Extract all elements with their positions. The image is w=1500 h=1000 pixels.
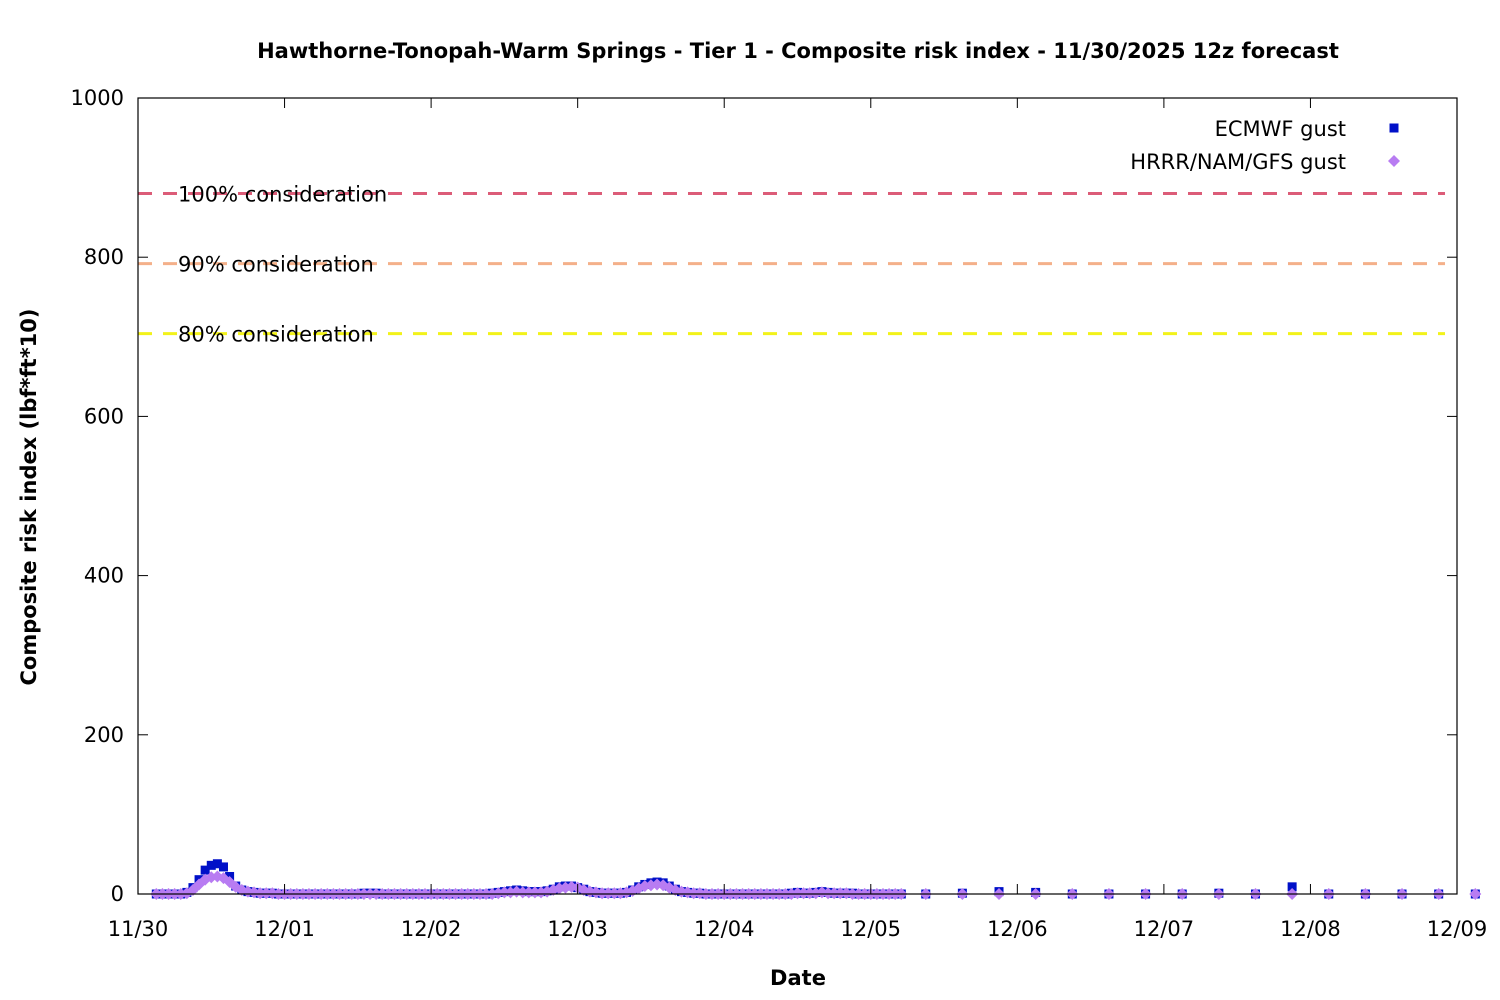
x-axis-label: Date	[770, 966, 826, 990]
data-point	[248, 886, 261, 899]
data-point	[522, 886, 535, 899]
reference-line-label: 100% consideration	[178, 183, 387, 207]
chart-title: Hawthorne-Tonopah-Warm Springs - Tier 1 …	[257, 39, 1339, 63]
reference-line-label: 90% consideration	[178, 253, 374, 277]
x-tick-label: 12/03	[547, 917, 608, 941]
x-tick-label: 11/30	[108, 917, 169, 941]
y-tick-label: 200	[84, 723, 124, 747]
y-tick-label: 800	[84, 245, 124, 269]
data-point	[834, 887, 847, 900]
data-point	[498, 886, 511, 899]
data-point	[206, 860, 216, 870]
data-point	[608, 887, 621, 900]
data-point	[212, 859, 222, 869]
data-point	[1287, 882, 1297, 892]
data-point	[828, 887, 841, 900]
reference-lines: 100% consideration 90% consideration 80% c…	[138, 183, 1445, 347]
legend-marker	[1388, 155, 1400, 167]
x-tick-label: 12/01	[254, 917, 315, 941]
data-point	[528, 886, 541, 899]
x-axis-ticks: 11/30 12/01 12/02 12/03 12/04 12/05 12/06 12/07…	[108, 98, 1488, 941]
y-tick-label: 600	[84, 404, 124, 428]
data-point	[687, 887, 700, 900]
y-tick-label: 1000	[71, 86, 124, 110]
data-point	[822, 887, 835, 900]
data-point	[1469, 888, 1482, 900]
legend: ECMWF gust HRRR/NAM/GFS gust	[1130, 117, 1400, 174]
x-tick-label: 12/04	[694, 917, 755, 941]
legend-label: ECMWF gust	[1215, 117, 1346, 141]
x-tick-label: 12/07	[1134, 917, 1195, 941]
data-point	[260, 887, 273, 900]
x-tick-label: 12/09	[1427, 917, 1488, 941]
legend-label: HRRR/NAM/GFS gust	[1130, 150, 1346, 174]
reference-line-label: 80% consideration	[178, 323, 374, 347]
y-axis-label: Composite risk index (lbf*ft*10)	[17, 308, 41, 685]
data-point	[602, 887, 615, 900]
x-tick-label: 12/02	[401, 917, 462, 941]
legend-marker	[1389, 123, 1399, 133]
plot-frame	[137, 97, 1458, 895]
series-hrrr-nam-gfs-gust	[150, 870, 1482, 900]
data-point	[596, 887, 609, 900]
y-tick-label: 400	[84, 564, 124, 588]
data-point	[218, 862, 228, 872]
x-tick-label: 12/05	[841, 917, 902, 941]
data-point	[803, 887, 816, 900]
x-tick-label: 12/06	[987, 917, 1048, 941]
y-axis-ticks: 0 200 400 600 800 1000	[71, 86, 1457, 906]
y-tick-label: 0	[111, 882, 124, 906]
data-point	[254, 887, 267, 900]
data-point	[516, 886, 529, 899]
x-tick-label: 12/08	[1280, 917, 1341, 941]
data-point	[797, 887, 810, 900]
data-point	[200, 865, 210, 875]
data-point	[791, 887, 804, 900]
